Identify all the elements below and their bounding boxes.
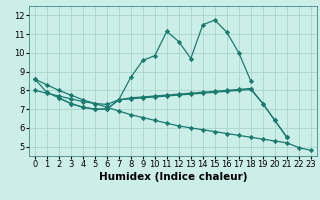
X-axis label: Humidex (Indice chaleur): Humidex (Indice chaleur) [99, 172, 247, 182]
